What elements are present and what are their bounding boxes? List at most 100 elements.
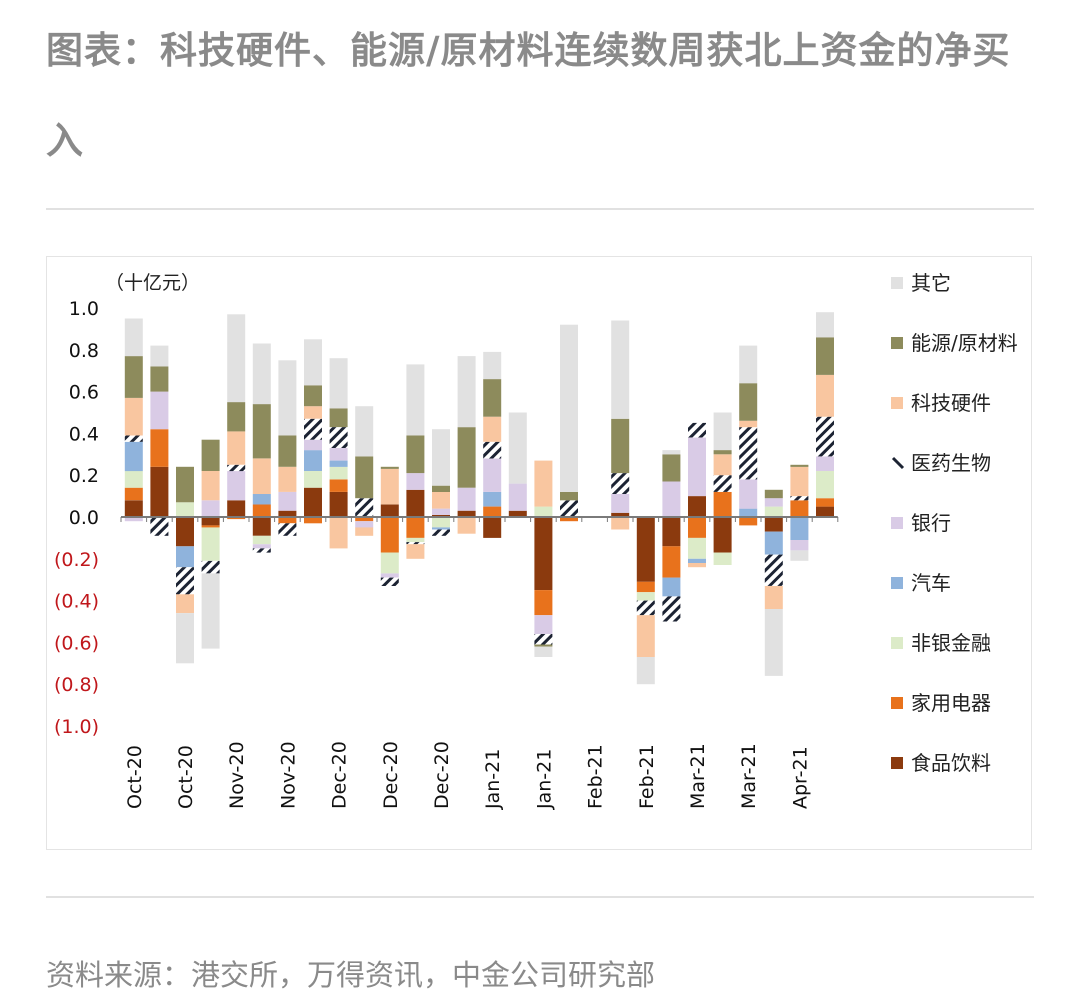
x-tick-label: Jan-21 [482, 749, 504, 810]
bar-segment [432, 429, 450, 486]
stacked-bar-chart: （十亿元） 1.0 0.8 0.6 0.4 0.2 0.0 (0.2) (0.4) (0.6) (… [54, 271, 1018, 810]
legend-label: 非银金融 [911, 631, 991, 655]
bar-segment [252, 544, 271, 549]
bar-segment [764, 506, 783, 517]
x-tick-label: Feb-21 [585, 744, 607, 809]
legend-swatch [891, 277, 903, 289]
bar-segment [201, 525, 220, 528]
bar-segment [816, 374, 834, 417]
bar-segment [406, 542, 425, 545]
bar-segment [304, 439, 322, 451]
bar-segment [636, 615, 655, 657]
bar-segment [329, 517, 348, 549]
bar-segment [150, 366, 169, 392]
bar-segment [636, 657, 655, 685]
legend-label: 汽车 [911, 571, 951, 595]
bar-segment [329, 427, 348, 448]
bar-segment [534, 460, 553, 507]
bar-segment [432, 529, 450, 536]
y-tick-label: 1.0 [69, 298, 99, 320]
bar-segment [739, 383, 758, 421]
bottom-divider [46, 896, 1034, 898]
legend-label: 科技硬件 [911, 391, 991, 415]
x-tick-label: Oct-20 [175, 745, 197, 809]
y-tick-label: 0.8 [69, 340, 99, 362]
bar-segment [329, 358, 348, 409]
bar-segment [355, 527, 374, 536]
bar-segment [790, 496, 809, 501]
bar-segment [816, 471, 834, 499]
x-tick-label: Mar-21 [687, 743, 709, 809]
bar-segment [124, 441, 143, 472]
bar-segment [201, 471, 220, 501]
bar-segment [227, 464, 246, 472]
bar-segment [483, 441, 502, 459]
bar-segment [329, 408, 348, 428]
bar-segment [329, 460, 348, 467]
chart-panel: （十亿元） 1.0 0.8 0.6 0.4 0.2 0.0 (0.2) (0.4) (0.6) (… [46, 256, 1032, 850]
bar-segment [176, 546, 194, 568]
bar-segment [252, 517, 271, 536]
bar-segment [560, 491, 578, 501]
bar-segment [304, 517, 322, 524]
bar-segment [124, 517, 143, 522]
bar-segment [227, 517, 246, 520]
bar-segment [355, 406, 374, 457]
bar-segment [252, 343, 271, 405]
bar-segment [611, 473, 630, 494]
bar-segment [457, 427, 476, 488]
bar-segment [688, 537, 706, 559]
bar-segment [764, 489, 783, 499]
x-axis-ticks: Oct-20 Oct-20 Nov-20 Nov-20 Dec-20 Dec-20 Dec-… [124, 741, 812, 810]
page-title: 图表：科技硬件、能源/原材料连续数周获北上资金的净买入 [46, 29, 1011, 162]
bar-segment [662, 517, 681, 547]
bar-segment [124, 471, 143, 488]
bar-segment [560, 517, 578, 522]
bar-segment [483, 506, 502, 517]
bar-segment [764, 531, 783, 555]
bar-segment [124, 318, 143, 357]
bar-segment [278, 517, 297, 524]
bar-segment [201, 439, 220, 471]
bar-segment [534, 615, 553, 634]
bar-segment [252, 404, 271, 459]
legend-swatch [891, 517, 903, 529]
bar-segment [124, 397, 143, 436]
x-tick-label: Dec-20 [431, 741, 453, 809]
bar-segment [252, 548, 271, 553]
bar-segment [560, 324, 578, 492]
bar-segment [739, 427, 758, 480]
bar-segment [457, 356, 476, 428]
bar-segment [483, 517, 502, 538]
bar-segment [406, 544, 425, 559]
bar-segment [688, 422, 706, 438]
legend-swatch [891, 456, 905, 470]
chart-bars [124, 312, 834, 685]
source-note: 资料来源：港交所，万得资讯，中金公司研究部 [46, 958, 656, 992]
y-tick-label: 0.0 [69, 507, 99, 529]
bar-segment [508, 412, 527, 484]
bar-segment [764, 586, 783, 609]
y-tick-label: (0.8) [54, 674, 99, 696]
bar-segment [406, 537, 425, 543]
bar-segment [483, 491, 502, 507]
bar-segment [176, 517, 194, 547]
bar-segment [662, 450, 681, 455]
bar-segment [252, 458, 271, 494]
bar-segment [713, 412, 732, 451]
bar-segment [636, 600, 655, 616]
legend-swatch [891, 577, 903, 589]
bar-segment [304, 487, 322, 517]
legend-swatch [891, 397, 903, 409]
bar-segment [432, 491, 450, 509]
bar-segment [252, 504, 271, 517]
bar-segment [252, 494, 271, 505]
bar-segment [713, 491, 732, 517]
bar-segment [432, 527, 450, 530]
bar-segment [534, 646, 553, 657]
bar-segment [534, 644, 553, 647]
bar-segment [150, 345, 169, 367]
bar-segment [534, 517, 553, 591]
bar-segment [227, 314, 246, 403]
